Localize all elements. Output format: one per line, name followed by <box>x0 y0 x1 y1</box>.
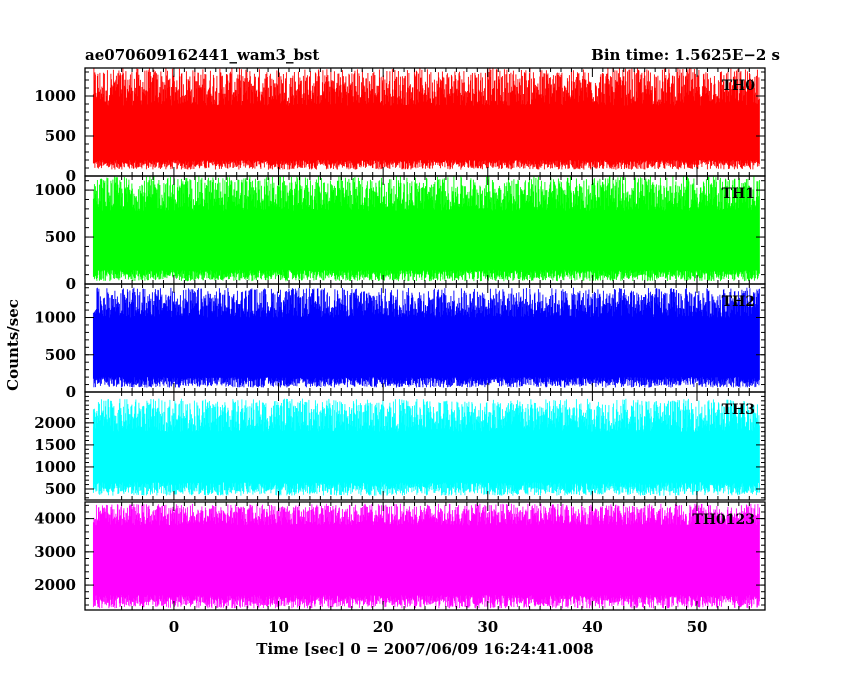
plot-title-right: Bin time: 1.5625E−2 s <box>591 46 780 64</box>
panel-th3: 500 1000 1500 2000 TH3 <box>34 391 766 501</box>
y-tick-label: 0 <box>66 275 76 293</box>
panel-name-label: TH3 <box>722 402 755 418</box>
y-tick-label: 2000 <box>34 414 76 432</box>
y-tick-label: 2000 <box>34 576 76 594</box>
y-tick-label: 500 <box>45 228 76 246</box>
series-trace-th3 <box>92 398 760 496</box>
x-tick-label: 30 <box>477 618 498 636</box>
panel-th2: 0 500 1000 TH2 <box>34 283 766 401</box>
y-axis-title: Counts/sec <box>4 299 22 391</box>
series-trace-th1 <box>92 176 760 282</box>
x-tick-label: 50 <box>687 618 708 636</box>
y-tick-label: 1500 <box>34 436 76 454</box>
y-tick-label: 500 <box>45 480 76 498</box>
panel-name-label: TH1 <box>722 186 755 202</box>
y-tick-label: 500 <box>45 346 76 364</box>
x-tick-label: 40 <box>582 618 603 636</box>
y-tick-label: 1000 <box>34 458 76 476</box>
panel-name-label: TH0123 <box>692 512 755 528</box>
y-tick-label: 3000 <box>34 543 76 561</box>
y-tick-label: 0 <box>66 383 76 401</box>
y-tick-label: 500 <box>45 127 76 145</box>
series-trace-th0123 <box>92 503 760 609</box>
series-trace-th0 <box>92 68 760 170</box>
x-axis-title: Time [sec] 0 = 2007/06/09 16:24:41.008 <box>256 640 593 658</box>
panel-th0: 0 500 1000 TH0 <box>34 67 766 185</box>
series-trace-th2 <box>92 287 760 388</box>
y-tick-label: 1000 <box>34 181 76 199</box>
y-tick-label: 1000 <box>34 309 76 327</box>
panel-th1: 0 500 1000 TH1 <box>34 175 766 293</box>
x-tick-label: 0 <box>169 618 179 636</box>
x-tick-label: 10 <box>268 618 289 636</box>
panel-th0123: 2000 3000 4000 TH0123 <box>34 501 766 611</box>
panel-name-label: TH2 <box>722 294 755 310</box>
y-tick-label: 4000 <box>34 510 76 528</box>
x-tick-label: 20 <box>373 618 394 636</box>
y-tick-label: 1000 <box>34 87 76 105</box>
y-tick-label: 0 <box>66 167 76 185</box>
plot-title-left: ae070609162441_wam3_bst <box>85 46 319 64</box>
panel-name-label: TH0 <box>722 78 756 94</box>
